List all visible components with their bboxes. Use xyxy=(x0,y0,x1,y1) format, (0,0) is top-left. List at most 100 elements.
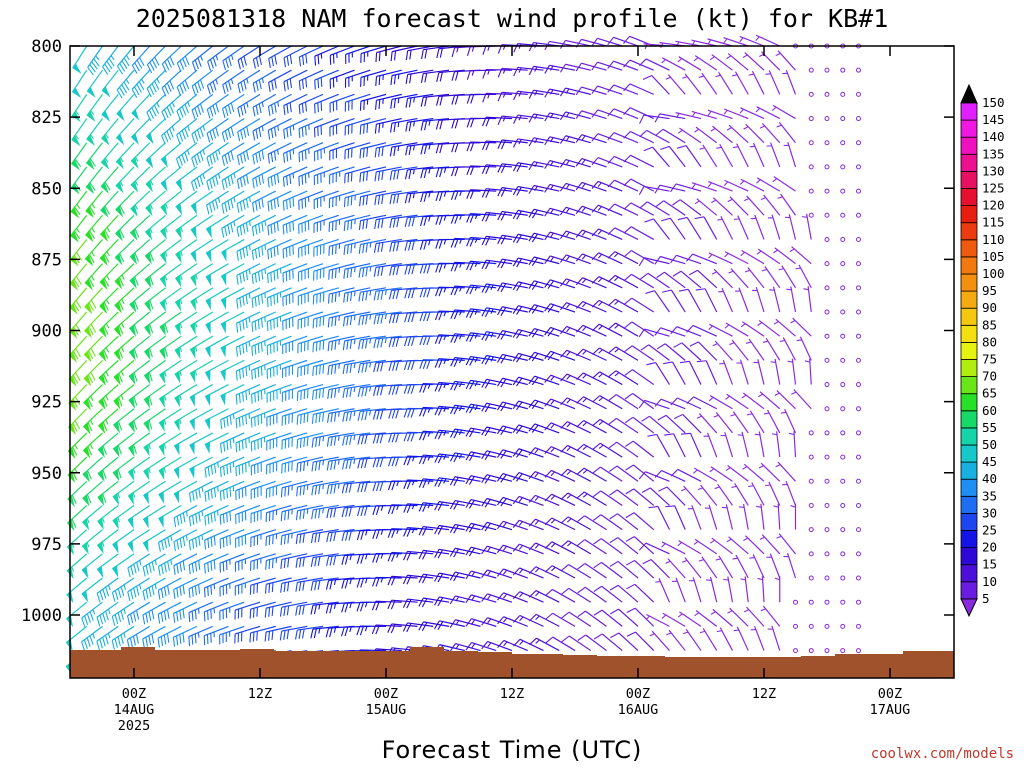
barb-staff xyxy=(391,575,418,579)
barb-staff xyxy=(643,114,670,120)
barb-feather xyxy=(306,388,309,399)
wind-barb xyxy=(466,93,497,104)
barb-staff xyxy=(600,538,623,555)
barb-feather xyxy=(364,338,368,349)
barb-feather xyxy=(500,354,507,364)
barb-half-feather xyxy=(474,261,478,267)
barb-staff xyxy=(345,93,371,103)
barb-feather xyxy=(119,205,125,215)
wind-barb xyxy=(161,93,182,121)
wind-barb xyxy=(190,214,214,239)
barb-feather xyxy=(449,452,456,462)
barb-staff xyxy=(360,311,387,317)
barb-staff xyxy=(439,596,465,603)
barb-staff xyxy=(344,311,371,318)
barb-feather xyxy=(117,636,121,646)
barb-feather xyxy=(644,218,654,223)
barb-feather xyxy=(358,268,361,278)
barb-staff xyxy=(614,274,639,289)
wind-barb xyxy=(575,277,607,289)
barb-feather xyxy=(219,515,222,525)
barb-half-feather xyxy=(726,55,732,60)
wind-barb xyxy=(465,570,497,580)
barb-half-feather xyxy=(232,437,235,444)
barb-staff xyxy=(724,432,734,458)
barb-feather xyxy=(333,436,337,446)
barb-feather xyxy=(136,586,140,596)
wind-barb xyxy=(482,45,513,55)
wind-barb xyxy=(436,69,465,82)
wind-barb xyxy=(723,37,749,47)
wind-barb xyxy=(626,631,655,651)
barb-feather xyxy=(544,541,553,549)
barb-half-feather xyxy=(708,253,713,259)
wind-barb xyxy=(101,118,119,146)
barb-feather xyxy=(575,62,582,72)
barb-feather xyxy=(396,265,400,276)
barb-staff xyxy=(551,541,576,555)
barb-feather xyxy=(406,599,412,609)
wind-barb xyxy=(544,231,576,241)
barb-feather xyxy=(223,442,226,452)
barb-half-feather xyxy=(682,76,688,79)
barb-feather xyxy=(151,633,155,644)
barb-staff xyxy=(695,126,718,144)
barb-feather xyxy=(657,414,667,421)
wind-barb xyxy=(544,207,576,217)
barb-feather xyxy=(318,388,321,399)
wind-barb xyxy=(560,397,592,410)
wind-barb xyxy=(560,444,592,458)
barb-feather xyxy=(261,173,265,184)
barb-feather xyxy=(182,584,185,595)
wind-barb xyxy=(670,254,702,265)
barb-feather xyxy=(512,281,519,291)
barb-staff xyxy=(709,323,733,337)
barb-feather xyxy=(407,432,412,442)
barb-half-feather xyxy=(681,488,687,492)
barb-half-feather xyxy=(715,558,721,561)
barb-feather xyxy=(246,150,250,160)
barb-feather xyxy=(207,466,210,477)
barb-staff xyxy=(698,413,718,434)
barb-feather xyxy=(135,634,139,644)
barb-staff xyxy=(682,414,702,434)
barb-feather xyxy=(329,484,333,494)
barb-pennant xyxy=(142,515,149,529)
wind-barb xyxy=(449,476,481,486)
barb-feather xyxy=(206,204,210,215)
wind-barb xyxy=(159,359,182,384)
wind-barb xyxy=(661,217,686,240)
barb-feather xyxy=(607,60,615,69)
barb-pennant xyxy=(112,565,119,578)
wind-barb xyxy=(131,93,151,121)
barb-half-feather xyxy=(218,149,221,155)
wind-barb xyxy=(419,311,450,322)
barb-feather xyxy=(74,158,82,167)
barb-feather xyxy=(313,604,317,615)
wind-barb xyxy=(624,321,655,337)
barb-feather xyxy=(512,519,520,528)
wind-barb xyxy=(512,614,544,627)
barb-staff xyxy=(723,108,749,120)
barb-feather xyxy=(512,472,520,481)
barb-feather xyxy=(544,398,552,407)
barb-feather xyxy=(418,454,424,465)
barb-half-feather xyxy=(134,204,138,210)
barb-half-feather xyxy=(248,268,251,275)
barb-feather xyxy=(696,360,707,363)
wind-barb xyxy=(387,599,418,610)
barb-feather xyxy=(239,177,243,188)
barb-feather xyxy=(372,505,377,516)
barb-staff xyxy=(601,609,623,627)
barb-feather xyxy=(484,403,491,413)
barb-feather xyxy=(271,582,274,593)
barb-feather xyxy=(453,333,459,344)
barb-half-feather xyxy=(723,578,729,581)
barb-half-feather xyxy=(550,399,555,405)
barb-feather xyxy=(395,409,400,419)
barb-feather xyxy=(531,257,538,267)
wind-barb xyxy=(544,541,576,555)
barb-feather xyxy=(254,297,257,307)
barb-staff xyxy=(344,287,371,294)
barb-feather xyxy=(104,253,110,263)
